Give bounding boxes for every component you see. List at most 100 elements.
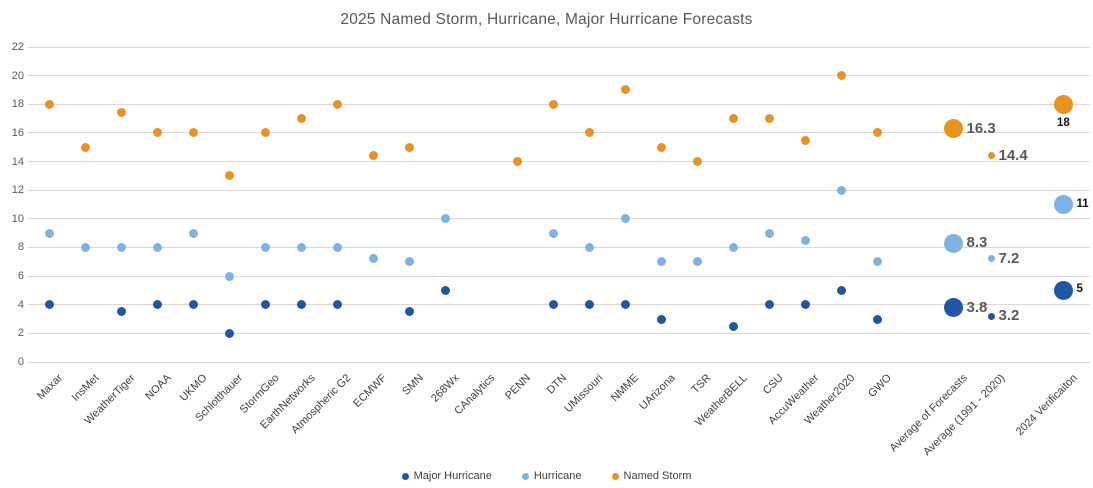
hurricane-data-point [332,242,342,252]
major-hurricane-data-point [332,300,342,310]
x-axis-category-label: DTN [545,372,570,397]
legend-label: Major Hurricane [413,470,492,482]
named-storm-data-point [296,114,306,124]
hurricane-data-point [296,242,306,252]
major-hurricane-data-point [224,328,234,338]
named-storm-legend-dot-icon [611,472,619,480]
x-axis-category-label: ECMWF [351,372,390,410]
y-axis-tick-label: 2 [17,327,24,340]
major-hurricane-data-point [188,300,198,310]
x-axis-category-label: UArizona [637,372,678,413]
major-hurricane-data-point [1053,280,1073,300]
major-hurricane-data-point [987,312,995,320]
major-hurricane-data-point [548,300,558,310]
x-axis-category-label: NMME [609,372,642,405]
hurricane-data-point [620,214,630,224]
gridline [28,103,1090,105]
gridline [28,246,1090,248]
named-storm-data-point [836,71,846,81]
major-hurricane-data-point [260,300,270,310]
x-axis-category-label: CSU [760,372,786,397]
named-storm-data-point [872,128,882,138]
hurricane-data-point [943,233,963,253]
hurricane-data-point [116,242,126,252]
named-storm-data-point [44,99,54,109]
named-storm-data-point [368,151,378,161]
gridline [28,218,1090,220]
legend-item-named-storm: Named Storm [611,470,692,482]
named-storm-data-point [404,142,414,152]
gridline [28,161,1090,163]
major-hurricane-data-point [296,300,306,310]
hurricane-data-point [404,257,414,267]
hurricane-data-point [80,242,90,252]
named-storm-data-point [943,119,963,139]
hurricane-data-point [224,271,234,281]
named-storm-data-point [152,128,162,138]
x-axis-category-label: GWO [865,372,894,400]
major-hurricane-data-point [656,314,666,324]
gridline [28,332,1090,334]
named-storm-data-point [512,157,522,167]
named-storm-data-point [332,99,342,109]
data-point-value-label: 11 [1076,197,1089,210]
data-point-value-label: 14.4 [998,146,1028,164]
major-hurricane-legend-dot-icon [401,472,409,480]
hurricane-data-point [368,254,378,264]
x-axis-category-label: TSR [689,372,714,397]
x-axis-category-label: SMN [399,372,426,398]
named-storm-data-point [80,142,90,152]
gridline [28,189,1090,191]
gridline [28,275,1090,277]
x-axis-category-label: UKMO [177,372,210,404]
y-axis-tick-label: 4 [17,298,24,311]
major-hurricane-data-point [836,285,846,295]
named-storm-data-point [116,108,126,118]
major-hurricane-data-point [872,314,882,324]
hurricane-legend-dot-icon [521,472,529,480]
major-hurricane-data-point [116,307,126,317]
y-axis-tick-label: 8 [17,241,24,254]
hurricane-data-point [152,242,162,252]
major-hurricane-data-point [728,321,738,331]
y-axis-tick-label: 18 [11,98,24,111]
hurricane-data-point [987,255,995,263]
x-axis-category-label: PENN [503,372,534,403]
data-point-value-label: 3.2 [998,307,1020,325]
named-storm-data-point [800,135,810,145]
x-axis-category-label: 2024 Verificaiton [1013,372,1080,439]
x-axis-category-label: UMissouri [562,372,606,416]
y-axis-tick-label: 6 [17,270,24,283]
hurricane-data-point [548,228,558,238]
major-hurricane-data-point [764,300,774,310]
major-hurricane-data-point [620,300,630,310]
named-storm-data-point [584,128,594,138]
y-axis-tick-label: 0 [17,356,24,368]
named-storm-data-point [987,152,995,160]
named-storm-data-point [1053,94,1073,114]
legend-label: Named Storm [623,470,692,482]
major-hurricane-data-point [943,298,963,318]
named-storm-data-point [260,128,270,138]
major-hurricane-data-point [404,307,414,317]
named-storm-data-point [764,114,774,124]
named-storm-data-point [692,157,702,167]
legend-item-major-hurricane: Major Hurricane [401,470,492,482]
x-axis-category-label: Maxar [35,372,66,403]
x-axis-category-label: InsMet [69,372,102,404]
data-point-value-label: 7.2 [998,249,1020,267]
x-axis-category-label: NOAA [142,372,174,403]
major-hurricane-data-point [440,285,450,295]
gridline [28,75,1090,77]
named-storm-data-point [656,142,666,152]
hurricane-data-point [188,228,198,238]
gridline [28,132,1090,134]
legend-item-hurricane: Hurricane [521,470,582,482]
y-axis-tick-label: 14 [11,155,24,168]
y-axis-tick-label: 16 [11,126,24,139]
data-point-value-label: 5 [1076,283,1083,296]
gridline [28,361,1090,363]
hurricane-data-point [656,257,666,267]
hurricane-data-point [260,242,270,252]
